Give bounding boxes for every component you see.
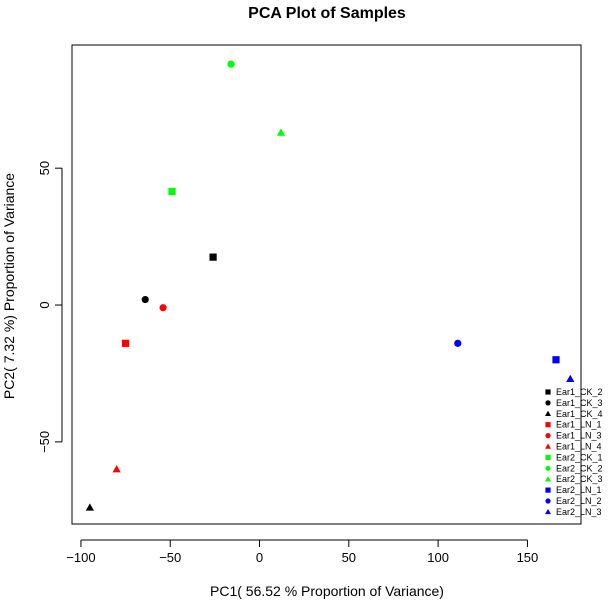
legend-marker-ear2-ln-3 — [545, 508, 551, 515]
legend-marker-ear2-ck-2 — [545, 465, 551, 471]
x-tick-label: 0 — [256, 550, 263, 565]
x-tick-label: 150 — [517, 550, 539, 565]
point-ear1-ck-3 — [141, 295, 149, 304]
legend-label: Ear2_CK_1 — [556, 452, 603, 462]
point-ear2-ck-1 — [168, 187, 176, 196]
x-tick-label: 50 — [342, 550, 356, 565]
legend-label: Ear2_LN_2 — [556, 496, 602, 506]
legend-marker-ear2-ck-3 — [545, 476, 551, 482]
legend-label: Ear1_LN_4 — [556, 442, 602, 452]
legend-marker-ear1-ln-1 — [545, 422, 551, 428]
x-tick-label: 100 — [427, 550, 449, 565]
legend-marker-ear2-ln-1 — [545, 487, 551, 493]
legend-label: Ear2_LN_1 — [556, 485, 602, 495]
point-ear1-ck-4 — [85, 503, 94, 511]
legend-label: Ear2_CK_2 — [556, 463, 603, 473]
point-ear2-ln-3 — [566, 374, 575, 383]
legend-label: Ear1_LN_1 — [556, 420, 602, 430]
legend-label: Ear2_CK_3 — [556, 474, 603, 484]
x-axis: −100 −50 0 50 100 150 — [66, 539, 539, 565]
point-ear1-ln-4 — [112, 465, 121, 473]
y-tick-label: 50 — [37, 161, 52, 175]
legend-marker-ear1-ck-3 — [545, 400, 551, 406]
legend-label: Ear1_CK_4 — [556, 409, 603, 419]
legend-label: Ear2_LN_3 — [556, 507, 602, 517]
x-tick-label: −50 — [159, 550, 181, 565]
legend-label: Ear1_CK_3 — [556, 398, 603, 408]
x-tick-label: −100 — [66, 550, 95, 565]
y-axis: −50 0 50 — [37, 161, 63, 453]
legend-marker-ear2-ln-2 — [545, 498, 551, 504]
legend-marker-ear1-ck-4 — [545, 410, 551, 417]
y-axis-label: PC2( 7.32 %) Proportion of Variance — [1, 173, 17, 399]
chart-title: PCA Plot of Samples — [248, 5, 406, 22]
legend-marker-ear1-ck-2 — [545, 389, 551, 395]
point-ear2-ck-2 — [227, 60, 235, 68]
point-ear2-ck-3 — [276, 128, 286, 136]
plot-area — [71, 44, 582, 525]
legend: Ear1_CK_2Ear1_CK_3Ear1_CK_4Ear1_LN_1Ear1… — [545, 387, 603, 517]
point-ear1-ln-1 — [121, 339, 130, 347]
y-tick-label: 0 — [37, 301, 52, 308]
x-axis-label: PC1( 56.52 % Proportion of Variance) — [210, 583, 444, 599]
data-points — [85, 60, 575, 511]
point-ear1-ck-2 — [209, 253, 217, 261]
legend-label: Ear1_LN_3 — [556, 431, 602, 441]
legend-marker-ear2-ck-1 — [545, 454, 551, 460]
y-tick-label: −50 — [37, 431, 52, 453]
legend-marker-ear1-ln-3 — [545, 433, 551, 439]
point-ear2-ln-1 — [552, 356, 560, 364]
legend-label: Ear1_CK_2 — [556, 387, 603, 397]
legend-marker-ear1-ln-4 — [545, 443, 551, 449]
point-ear1-ln-3 — [159, 304, 167, 312]
point-ear2-ln-2 — [454, 339, 462, 347]
